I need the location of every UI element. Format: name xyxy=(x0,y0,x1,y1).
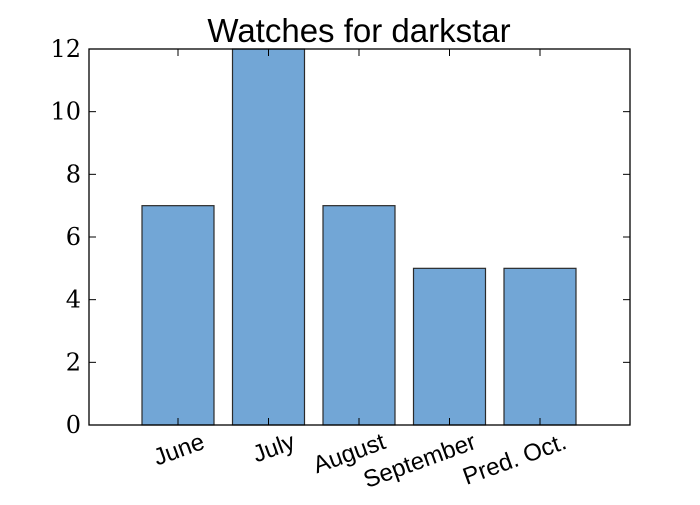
x-tick-label: Pred. Oct. xyxy=(459,428,570,490)
x-tick-label: June xyxy=(150,428,208,471)
y-tick-label: 0 xyxy=(66,411,81,439)
y-tick-label: 2 xyxy=(66,348,81,376)
y-tick-label: 12 xyxy=(50,35,81,63)
y-axis-tick-labels: 0 2 4 6 8 10 12 xyxy=(50,35,81,439)
bar-july xyxy=(231,48,306,426)
plot-frame xyxy=(88,48,631,426)
x-tick-label: July xyxy=(249,428,298,468)
y-tick-label: 6 xyxy=(66,223,81,251)
bar-june xyxy=(141,205,215,426)
y-tick-label: 10 xyxy=(50,98,81,126)
bar-september xyxy=(412,267,487,426)
bar-pred-oct xyxy=(503,267,577,426)
bars-layer xyxy=(141,48,577,426)
y-tick-label: 8 xyxy=(66,160,81,188)
chart-title: Watches for darkstar xyxy=(207,12,510,49)
y-tick-label: 4 xyxy=(66,286,81,314)
bar-august xyxy=(322,205,396,426)
